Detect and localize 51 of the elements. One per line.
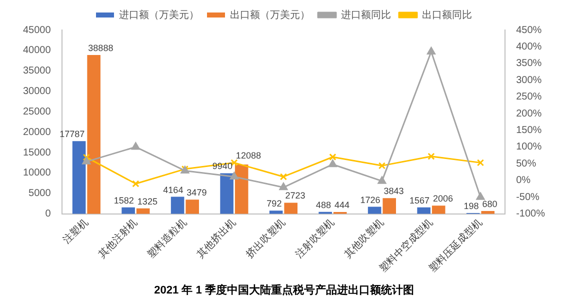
y-tick-label: 35000 [22,66,52,77]
legend-label: 出口额（万美元） [230,8,310,21]
y2-tick-label: -100% [516,208,546,220]
x-tick-label: 注射吹塑机 [292,216,337,260]
y2-tick-label: 400% [516,41,542,52]
data-label: 2006 [432,194,453,204]
y2-tick-label: 150% [516,125,542,136]
legend-label: 进口额同比 [341,8,391,21]
y2-tick-label: 250% [516,92,542,103]
y-tick-label: 15000 [22,147,52,158]
data-label: 4164 [163,184,184,195]
y2-tick-label: 200% [516,108,542,120]
x-tick-label: 其他吹塑机 [342,216,386,260]
legend-label: 进口额（万美元） [119,8,199,21]
data-label: 2723 [285,190,306,201]
data-label: 12088 [236,150,261,160]
data-label: 17787 [60,129,85,140]
x-tick-label: 其他注射机 [96,216,140,260]
y2-tick-label: -50% [516,192,540,203]
data-label: 1567 [409,195,430,206]
data-label: 3479 [186,188,207,198]
y2-tick-label: 350% [516,58,542,70]
y-tick-label: 20000 [22,126,52,138]
y2-tick-label: 100% [516,142,542,153]
y2-tick-label: 50% [516,158,536,170]
y-tick-label: 40000 [22,45,52,56]
y-tick-label: 30000 [22,86,52,98]
x-tick-label: 其他挤出机 [194,216,238,260]
data-label: 1325 [137,196,158,206]
y-tick-label: 25000 [22,106,52,118]
y-tick-label: 45000 [22,24,52,36]
data-label: 792 [266,198,282,209]
x-tick-label: 挤出吹塑机 [244,216,288,260]
data-label: 680 [482,199,498,210]
y-tick-label: 0 [45,208,52,220]
data-label: 1582 [114,195,134,206]
data-label: 198 [464,200,479,211]
x-tick-label: 注塑机 [60,216,90,246]
data-label: 38888 [88,42,114,53]
x-tick-label: 塑料造粒机 [145,216,190,260]
y2-tick-label: 300% [516,74,542,86]
y2-tick-label: 450% [516,24,542,36]
data-label: 444 [334,200,350,210]
data-label: 488 [316,200,331,210]
data-label: 1726 [360,194,380,205]
y2-tick-label: 0% [516,175,531,186]
y-tick-label: 5000 [28,188,52,200]
data-label: 3843 [384,186,404,196]
text: 2021 年 1 季度中国大陆重点税号产品进出口额统计图 [154,283,414,296]
y-tick-label: 10000 [22,168,52,179]
legend-label: 出口额同比 [422,8,472,21]
